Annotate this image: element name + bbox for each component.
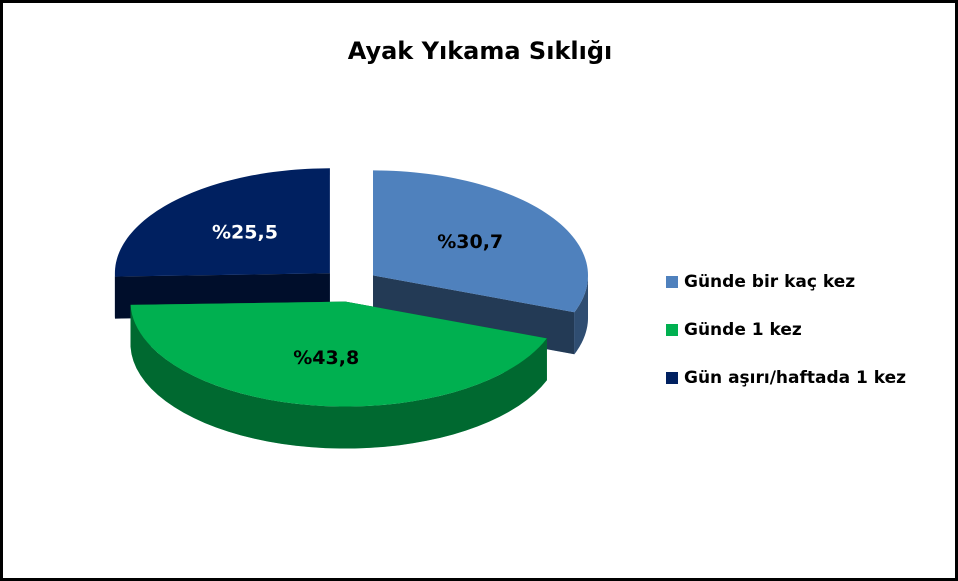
- slice: [373, 170, 589, 313]
- slice-side: [574, 275, 589, 355]
- slice-side: [130, 304, 547, 449]
- chart-title: Ayak Yıkama Sıklığı: [348, 37, 613, 65]
- legend-swatch: [666, 276, 678, 288]
- legend-label: Günde 1 kez: [684, 320, 802, 340]
- slice-side-shade: [130, 304, 547, 449]
- data-label: %30,7: [437, 231, 503, 253]
- legend-swatch: [666, 372, 678, 384]
- data-label: %43,8: [293, 347, 359, 369]
- data-label: %25,5: [212, 222, 278, 244]
- slice: [114, 168, 330, 277]
- legend-swatch: [666, 324, 678, 336]
- legend-label: Gün aşırı/haftada 1 kez: [684, 368, 906, 388]
- legend-label: Günde bir kaç kez: [684, 272, 855, 292]
- slice: [130, 301, 547, 407]
- slice-side-shade: [574, 275, 589, 355]
